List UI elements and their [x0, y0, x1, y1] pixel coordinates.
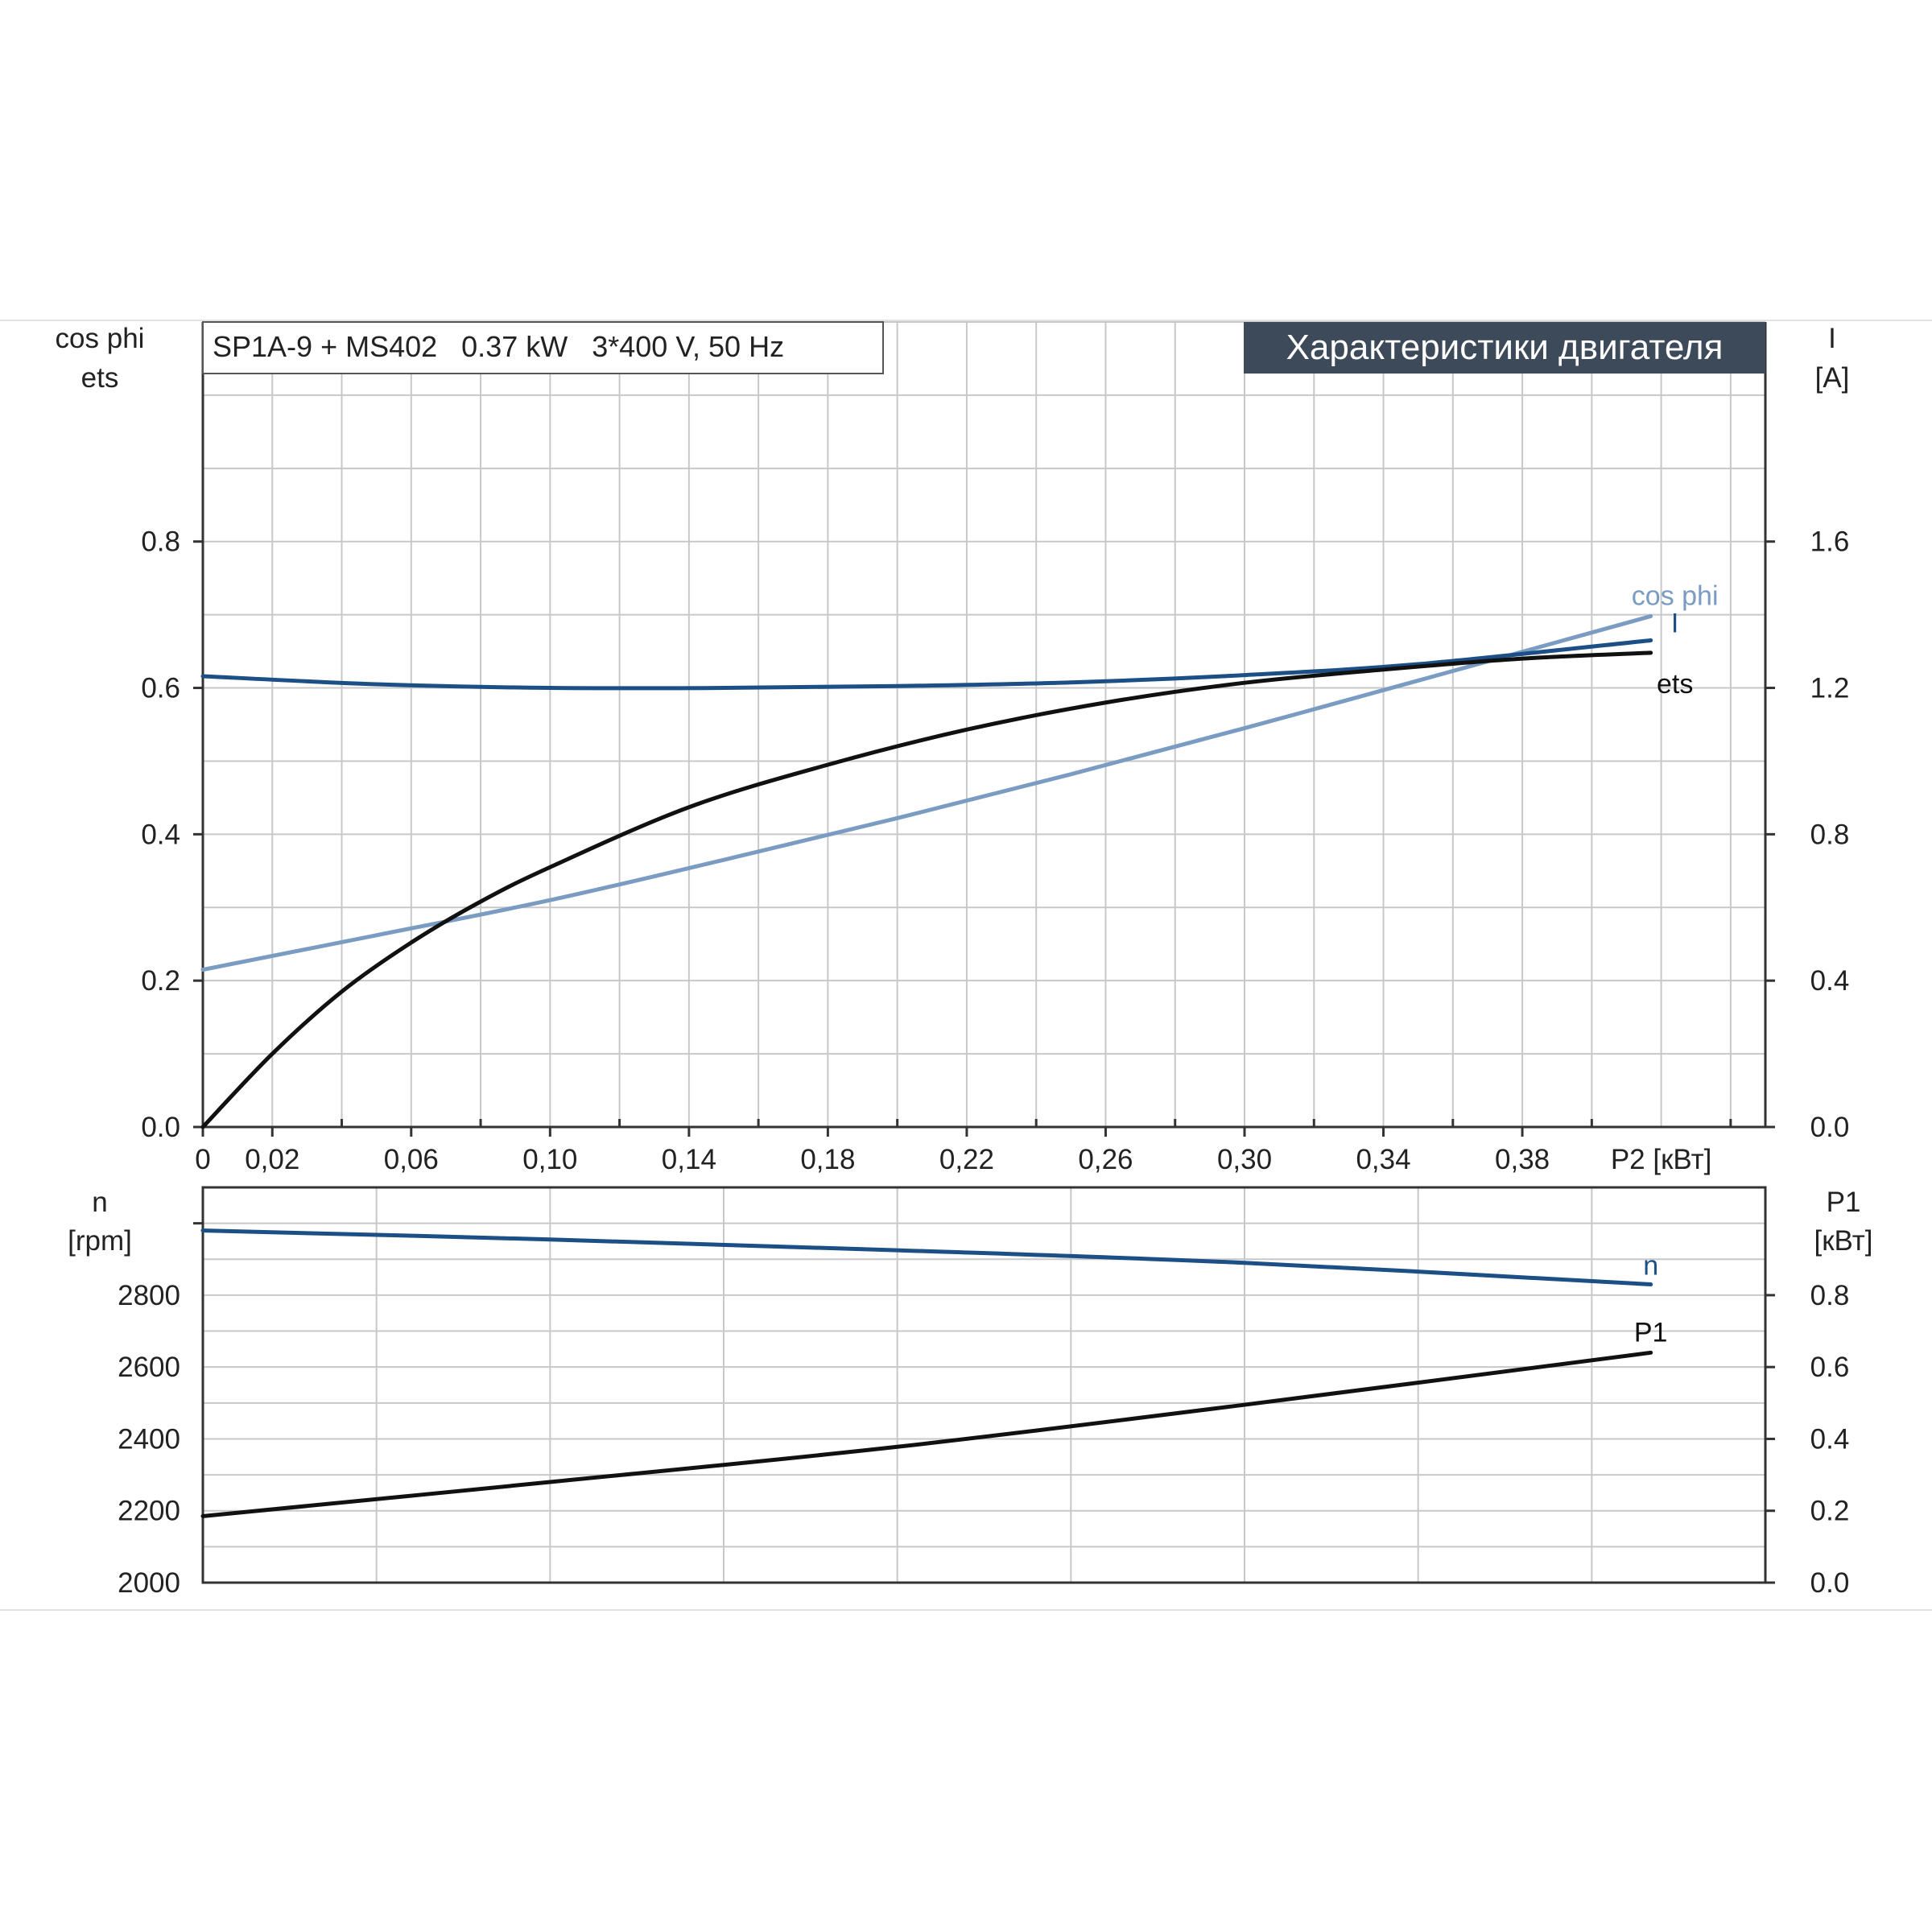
lower-right-axis-label-2: [кВт] — [1814, 1225, 1873, 1257]
axis-ticks: 0.0 0.2 0.4 0.6 0.8 0.0 0.4 0.8 1.2 1.6 0 0,02 0,06 0… — [118, 526, 1849, 1599]
upper-left-tick-label: 0.2 — [141, 965, 180, 997]
series-p1-label: P1 — [1634, 1317, 1668, 1348]
upper-right-axis-label-1: I — [1828, 323, 1836, 354]
lower-left-axis-label-1: n — [92, 1187, 107, 1218]
model-label: SP1A-9 + MS402 0.37 kW 3*400 V, 50 Hz — [213, 330, 784, 363]
upper-right-tick-label: 0.4 — [1810, 965, 1850, 997]
lower-right-axis-label-1: P1 — [1827, 1187, 1861, 1218]
series-i-label: I — [1671, 608, 1678, 638]
lower-right-tick-label: 0.8 — [1810, 1280, 1850, 1311]
lower-right-tick-label: 0.0 — [1810, 1567, 1850, 1599]
upper-left-tick-label: 0.0 — [141, 1112, 180, 1143]
series-ets-label: ets — [1657, 669, 1693, 700]
title-box — [1244, 322, 1765, 374]
lower-plot-border — [201, 1186, 1767, 1584]
upper-right-tick-label: 1.6 — [1810, 526, 1850, 558]
lower-left-tick-label: 2200 — [118, 1496, 180, 1527]
x-tick-label: 0,14 — [662, 1144, 716, 1175]
x-tick-label: 0,26 — [1078, 1144, 1133, 1175]
series-ets-line — [200, 650, 1653, 1129]
lower-left-tick-label: 2400 — [118, 1423, 180, 1455]
x-tick-label: 0,10 — [522, 1144, 577, 1175]
lower-left-tick-label: 2800 — [118, 1280, 180, 1311]
lower-left-tick-label: 2000 — [118, 1567, 180, 1599]
lower-right-tick-label: 0.4 — [1810, 1423, 1850, 1455]
x-tick-label: 0 — [195, 1144, 210, 1175]
upper-left-tick-label: 0.6 — [141, 673, 180, 704]
upper-right-tick-label: 1.2 — [1810, 673, 1850, 704]
x-tick-label: 0,38 — [1495, 1144, 1550, 1175]
x-tick-label: 0,02 — [245, 1144, 299, 1175]
x-tick-label: 0,34 — [1356, 1144, 1410, 1175]
x-axis-label: P2 [кВт] — [1611, 1144, 1712, 1175]
lower-right-tick-label: 0.2 — [1810, 1496, 1850, 1527]
chart-title: Характеристики двигателя — [1286, 328, 1724, 367]
upper-left-axis-label-1: cos phi — [56, 323, 145, 354]
series-cos-phi-label: cos phi — [1632, 580, 1719, 611]
lower-plot-grid — [201, 1186, 1767, 1584]
upper-left-tick-label: 0.4 — [141, 819, 180, 850]
series-i-line — [200, 638, 1653, 691]
x-tick-label: 0,22 — [939, 1144, 994, 1175]
lower-left-tick-label: 2600 — [118, 1352, 180, 1383]
lower-plot-area — [203, 1187, 1765, 1583]
x-tick-label: 0,18 — [800, 1144, 855, 1175]
upper-left-axis-label-2: ets — [81, 362, 119, 394]
series-n-line — [200, 1228, 1653, 1287]
upper-right-axis-label-2: [A] — [1815, 362, 1850, 394]
x-tick-label: 0,06 — [384, 1144, 439, 1175]
series-p1-line — [200, 1350, 1653, 1518]
series-cos-phi-line — [200, 613, 1653, 972]
upper-right-tick-label: 0.8 — [1810, 819, 1850, 850]
lower-right-tick-label: 0.6 — [1810, 1352, 1850, 1383]
upper-left-tick-label: 0.8 — [141, 526, 180, 558]
upper-right-tick-label: 0.0 — [1810, 1112, 1850, 1143]
series-n-label: n — [1643, 1251, 1658, 1282]
x-tick-label: 0,30 — [1217, 1144, 1272, 1175]
model-box — [202, 321, 884, 374]
lower-left-axis-label-2: [rpm] — [68, 1225, 132, 1257]
